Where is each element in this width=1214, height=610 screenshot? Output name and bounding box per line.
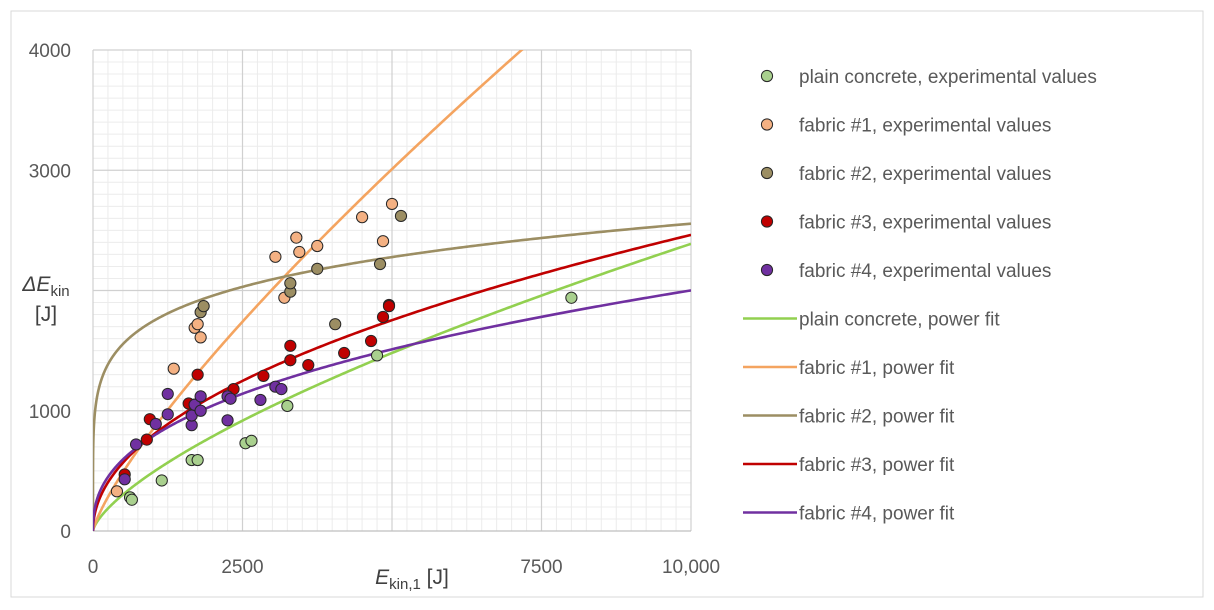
data-point — [376, 235, 390, 248]
power-fit-line — [93, 242, 691, 531]
legend: plain concrete, experimental values fabri… — [743, 67, 1097, 525]
data-point — [194, 404, 207, 417]
power-fit-line — [93, 222, 691, 517]
data-point — [269, 250, 282, 263]
data-point — [302, 358, 315, 372]
data-point — [284, 277, 297, 290]
data-point — [118, 473, 131, 486]
legend-label: fabric #3, experimental values — [799, 213, 1051, 234]
legend-label: fabric #2, power fit — [799, 407, 955, 428]
data-point — [290, 231, 303, 244]
data-point — [257, 369, 270, 382]
x-tick-label: 10,000 — [662, 557, 720, 578]
legend-marker — [760, 166, 774, 180]
data-point — [311, 262, 324, 275]
x-axis-label: Ekin,1 [J] — [375, 566, 449, 593]
data-point — [167, 362, 180, 375]
y-axis-label: ΔEkin — [21, 273, 69, 300]
data-point — [275, 383, 288, 396]
data-point — [191, 453, 204, 467]
data-point — [356, 211, 369, 224]
data-point — [284, 339, 297, 352]
data-point — [338, 346, 351, 360]
data-point — [311, 239, 324, 253]
legend-marker — [760, 215, 774, 228]
data-point — [140, 433, 153, 446]
x-tick-label: 7500 — [520, 557, 562, 578]
data-point — [382, 300, 396, 313]
data-point — [191, 368, 204, 381]
data-point — [376, 310, 390, 324]
data-point — [191, 318, 204, 331]
data-point — [161, 408, 174, 421]
power-fit-line — [93, 289, 691, 531]
data-point — [149, 417, 162, 431]
y-tick-label: 3000 — [29, 161, 71, 182]
y-tick-labels: 0 1000 3000 4000 — [29, 41, 71, 543]
y-tick-label: 0 — [60, 522, 71, 543]
x-tick-labels: 0 2500 7500 10,000 — [88, 557, 720, 578]
data-point — [245, 434, 258, 447]
data-point — [565, 291, 578, 304]
data-point — [370, 349, 384, 362]
legend-marker — [760, 118, 774, 131]
x-tick-label: 2500 — [221, 557, 263, 578]
legend-marker — [760, 69, 774, 83]
data-point — [224, 392, 237, 405]
data-point — [221, 414, 234, 427]
legend-label: fabric #1, power fit — [799, 358, 955, 379]
data-point — [364, 334, 378, 348]
data-point — [194, 331, 207, 344]
data-point — [155, 474, 168, 487]
legend-label: fabric #4, power fit — [799, 504, 955, 525]
legend-label: fabric #4, experimental values — [799, 261, 1051, 282]
legend-label: fabric #1, experimental values — [799, 116, 1051, 137]
data-point — [284, 354, 297, 367]
data-point — [110, 485, 124, 498]
data-point — [161, 387, 174, 401]
y-tick-label: 1000 — [29, 402, 71, 423]
fit-lines — [93, 50, 691, 531]
data-point — [394, 209, 408, 223]
data-point — [293, 245, 306, 259]
power-fit-line — [93, 50, 524, 531]
data-point — [385, 197, 399, 211]
data-point — [254, 393, 267, 407]
legend-label: plain concrete, experimental values — [799, 67, 1097, 88]
legend-marker — [760, 263, 774, 277]
legend-label: fabric #2, experimental values — [799, 164, 1051, 185]
legend-label: plain concrete, power fit — [799, 310, 1000, 331]
data-point — [125, 493, 138, 506]
data-point — [194, 390, 207, 403]
data-points — [110, 197, 578, 506]
data-point — [197, 300, 210, 313]
data-point — [373, 257, 387, 271]
x-tick-label: 0 — [88, 557, 99, 578]
data-point — [329, 318, 342, 331]
data-point — [129, 438, 143, 451]
legend-label: fabric #3, power fit — [799, 455, 955, 476]
y-axis-unit: [J] — [35, 303, 57, 326]
data-point — [281, 399, 294, 413]
power-fit-line — [93, 233, 691, 531]
y-tick-label: 4000 — [29, 41, 71, 62]
